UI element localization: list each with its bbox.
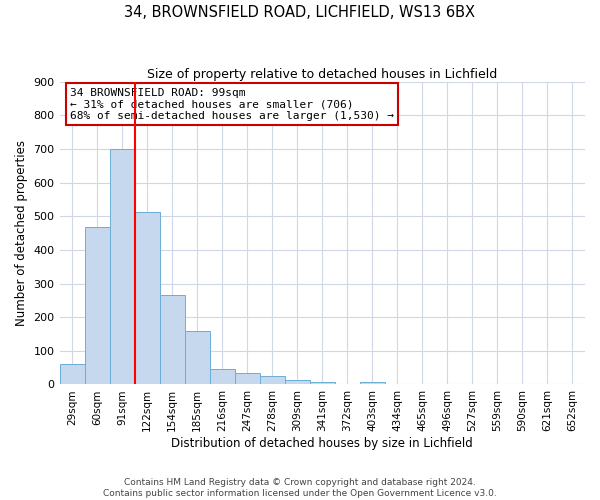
- Bar: [110, 149, 134, 384]
- Bar: [59, 364, 85, 384]
- Bar: [235, 374, 260, 384]
- Bar: [209, 368, 235, 384]
- Text: Contains HM Land Registry data © Crown copyright and database right 2024.
Contai: Contains HM Land Registry data © Crown c…: [103, 478, 497, 498]
- X-axis label: Distribution of detached houses by size in Lichfield: Distribution of detached houses by size …: [172, 437, 473, 450]
- Bar: [360, 382, 385, 384]
- Bar: [185, 330, 209, 384]
- Bar: [285, 380, 310, 384]
- Text: 34 BROWNSFIELD ROAD: 99sqm
← 31% of detached houses are smaller (706)
68% of sem: 34 BROWNSFIELD ROAD: 99sqm ← 31% of deta…: [70, 88, 394, 121]
- Bar: [310, 382, 335, 384]
- Bar: [260, 376, 285, 384]
- Text: 34, BROWNSFIELD ROAD, LICHFIELD, WS13 6BX: 34, BROWNSFIELD ROAD, LICHFIELD, WS13 6B…: [125, 5, 476, 20]
- Bar: [85, 228, 110, 384]
- Y-axis label: Number of detached properties: Number of detached properties: [15, 140, 28, 326]
- Bar: [160, 296, 185, 384]
- Bar: [134, 212, 160, 384]
- Title: Size of property relative to detached houses in Lichfield: Size of property relative to detached ho…: [147, 68, 497, 80]
